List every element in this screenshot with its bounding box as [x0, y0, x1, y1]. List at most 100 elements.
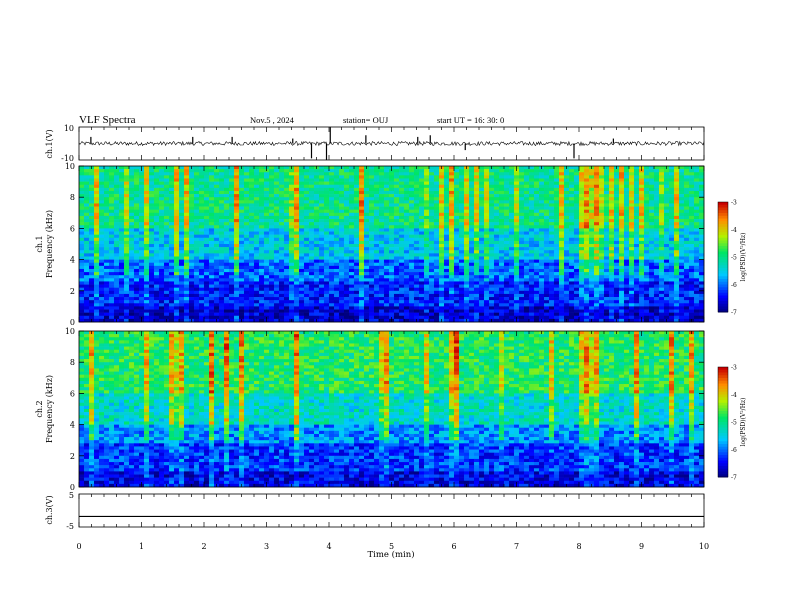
spec-cell — [94, 188, 99, 191]
spec-cell — [454, 278, 459, 281]
spec-cell — [534, 241, 539, 244]
spec-cell — [614, 194, 619, 197]
spec-cell — [414, 172, 419, 175]
spec-cell — [99, 169, 104, 172]
spec-cell — [534, 188, 539, 191]
spec-cell — [359, 197, 364, 200]
spec-cell — [79, 197, 84, 200]
spec-cell — [394, 166, 399, 169]
spec-cell — [314, 275, 319, 278]
spec-cell — [414, 272, 419, 275]
spec-cell — [379, 207, 384, 210]
spec-cell — [529, 253, 534, 256]
spec-cell — [419, 285, 424, 288]
spec-cell — [269, 266, 274, 269]
spec-cell — [209, 182, 214, 185]
spec-cell — [669, 238, 674, 241]
spec-cell — [614, 275, 619, 278]
spec-cell — [619, 175, 624, 178]
spec-cell — [629, 178, 634, 181]
spec-cell — [539, 253, 544, 256]
spec-cell — [494, 285, 499, 288]
spec-cell — [384, 244, 389, 247]
spec-cell — [514, 175, 519, 178]
spec-cell — [184, 169, 189, 172]
spec-cell — [409, 235, 414, 238]
spec-cell — [539, 169, 544, 172]
spec-cell — [559, 278, 564, 281]
spec-cell — [134, 285, 139, 288]
spec-cell — [604, 281, 609, 284]
spec-cell — [89, 278, 94, 281]
spec-cell — [394, 194, 399, 197]
spec-cell — [664, 207, 669, 210]
spec-cell — [409, 225, 414, 228]
spec-cell — [294, 188, 299, 191]
spec-cell — [679, 178, 684, 181]
spec-cell — [464, 219, 469, 222]
spec-cell — [164, 285, 169, 288]
spec-cell — [369, 272, 374, 275]
spec-cell — [449, 225, 454, 228]
spec-cell — [574, 185, 579, 188]
spec-cell — [274, 266, 279, 269]
spec-cell — [369, 232, 374, 235]
spec-cell — [229, 172, 234, 175]
spec-cell — [554, 222, 559, 225]
spec-cell — [114, 247, 119, 250]
spec-cell — [134, 172, 139, 175]
spec-cell — [494, 288, 499, 291]
spec-cell — [204, 256, 209, 259]
spec-cell — [559, 182, 564, 185]
spec-cell — [104, 182, 109, 185]
spec-cell — [559, 235, 564, 238]
spec-cell — [599, 200, 604, 203]
spec-cell — [514, 238, 519, 241]
spec-cell — [549, 203, 554, 206]
spec-cell — [269, 278, 274, 281]
spec-cell — [339, 200, 344, 203]
spec-cell — [194, 213, 199, 216]
spec-cell — [489, 247, 494, 250]
spec-cell — [699, 200, 704, 203]
spec-cell — [484, 166, 489, 169]
spec-cell — [384, 266, 389, 269]
spec-cell — [439, 232, 444, 235]
spec-cell — [89, 241, 94, 244]
spec-cell — [584, 216, 589, 219]
spec-cell — [659, 272, 664, 275]
spec-cell — [674, 169, 679, 172]
spec-cell — [609, 166, 614, 169]
spec-cell — [449, 185, 454, 188]
spec-cell — [559, 241, 564, 244]
spec-cell — [644, 241, 649, 244]
spec-cell — [649, 178, 654, 181]
spec-cell — [264, 272, 269, 275]
spec-cell — [529, 241, 534, 244]
spec-cell — [369, 235, 374, 238]
spec-cell — [224, 182, 229, 185]
spec-cell — [179, 256, 184, 259]
spec-cell — [329, 216, 334, 219]
spec-cell — [634, 244, 639, 247]
spec-cell — [244, 216, 249, 219]
spec-cell — [169, 185, 174, 188]
spec-cell — [544, 225, 549, 228]
spec-cell — [649, 219, 654, 222]
spec-cell — [614, 266, 619, 269]
spec-cell — [634, 263, 639, 266]
spec-cell — [674, 166, 679, 169]
spec-cell — [119, 285, 124, 288]
spec-cell — [139, 213, 144, 216]
spec-cell — [569, 266, 574, 269]
spec-cell — [369, 175, 374, 178]
spec-cell — [254, 247, 259, 250]
spec-cell — [169, 278, 174, 281]
spec-cell — [539, 250, 544, 253]
spec-cell — [569, 232, 574, 235]
spec-cell — [634, 207, 639, 210]
spec-cell — [384, 281, 389, 284]
spec-cell — [294, 256, 299, 259]
spec-cell — [99, 219, 104, 222]
spec-cell — [539, 194, 544, 197]
